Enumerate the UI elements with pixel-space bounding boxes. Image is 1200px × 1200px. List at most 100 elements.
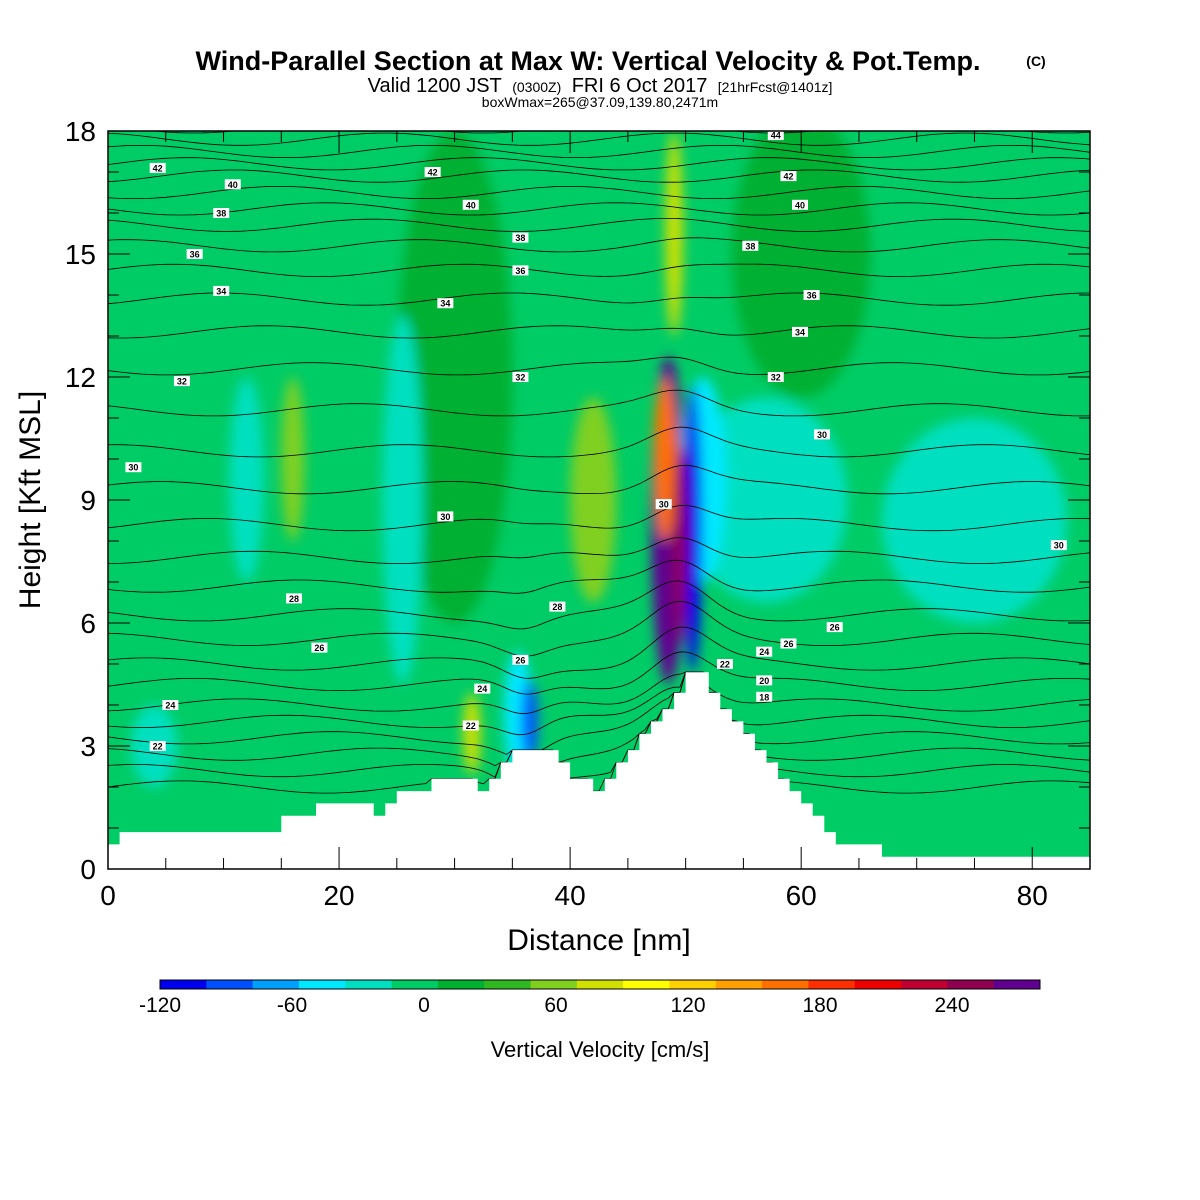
isentrope-label-bg: [780, 638, 797, 649]
isentrope-label-bg: [1050, 540, 1067, 551]
isentrope-label-bg: [512, 654, 529, 665]
isentrope-label: 22: [462, 720, 479, 731]
isentrope-label-text: 18: [759, 692, 769, 702]
isentrope-label: 38: [742, 240, 759, 251]
colorbar-label: 240: [934, 994, 969, 1017]
velocity-blob: [396, 131, 513, 623]
isentrope-label: 24: [162, 700, 179, 711]
velocity-blob: [570, 397, 617, 603]
isentrope-label-bg: [792, 326, 809, 337]
colorbar-swatch: [669, 980, 717, 989]
isentrope-label: 26: [780, 638, 797, 649]
isentrope-label-text: 38: [515, 233, 525, 243]
isentrope-label-bg: [655, 499, 672, 510]
isentrope-label-text: 34: [440, 299, 450, 309]
isentrope-label-bg: [286, 593, 303, 604]
isentrope-label: 24: [756, 646, 773, 657]
y-tick-labels: 0 3 6 9 12 15 18: [65, 116, 96, 885]
colorbar-swatch: [762, 980, 809, 989]
isentrope-label-text: 40: [228, 180, 238, 190]
isentrope-label: 30: [125, 462, 142, 473]
isentrope-line: [108, 671, 1090, 715]
isentrope-label: 30: [1050, 540, 1067, 551]
isentrope-line: [108, 389, 1090, 417]
colorbar-label: 180: [802, 994, 837, 1017]
isentrope-label-text: 30: [1054, 541, 1064, 551]
isentrope-label: 26: [311, 642, 328, 653]
colorbar-swatch: [345, 980, 393, 989]
isentrope-label-bg: [756, 646, 773, 657]
colorbar-swatch: [854, 980, 902, 989]
isentrope-label-bg: [780, 171, 797, 182]
isentrope-label: 36: [512, 265, 529, 276]
isentrope-line: [108, 237, 1090, 253]
isentrope-label-text: 22: [720, 660, 730, 670]
isentrope-label: 26: [512, 654, 529, 665]
isentrope-label: 20: [756, 675, 773, 686]
isentrope-label: 28: [549, 601, 566, 612]
isentrope-labels: 42 40 38 36 34 32 30 28 26 24 22 42 40 38 36 34 32 30 28 26…: [125, 130, 1067, 752]
isentrope-label-bg: [512, 232, 529, 243]
isentrope-label-bg: [213, 208, 230, 218]
isentrope-label-text: 28: [289, 594, 299, 604]
colorbar-swatch: [206, 980, 254, 989]
isentrope-line: [108, 671, 1090, 767]
isentrope-label: 34: [792, 326, 809, 337]
isentrope-label-text: 22: [153, 742, 163, 752]
isentrope-label-text: 34: [795, 327, 805, 337]
isentrope-label-bg: [424, 167, 441, 177]
isentrope-line: [108, 559, 1090, 594]
isentrope-line: [108, 169, 1090, 183]
isentrope-label-bg: [474, 683, 491, 694]
plot-area: 42 40 38 36 34 32 30 28 26 24 22 42 40 38 36 34 32 30 28 26…: [107, 130, 1091, 870]
colorbar-swatch: [901, 980, 948, 989]
isentrope-label-bg: [462, 720, 479, 731]
isentrope-label-text: 42: [428, 168, 438, 178]
isentrope-label: 40: [792, 199, 809, 210]
isentrope-label: 42: [780, 171, 797, 182]
y-tick-label: 12: [65, 362, 96, 393]
isentrope-line: [108, 157, 1090, 171]
isentrope-label: 26: [826, 622, 843, 633]
isentrope-label-text: 36: [190, 250, 200, 260]
isentrope-label-text: 34: [216, 286, 226, 296]
x-tick-label: 80: [1017, 880, 1048, 911]
colorbar-labels: -120 -60 0 60 120 180 240: [139, 994, 970, 1017]
y-axis-title: Height [Kft MSL]: [14, 391, 47, 609]
isentrope-label-bg: [756, 675, 773, 686]
isentrope-label-text: 36: [515, 266, 525, 276]
isentrope-label: 40: [224, 179, 241, 190]
isentrope-label: 24: [474, 683, 491, 694]
colorbar-label: 0: [418, 994, 430, 1017]
isentrope-label: 42: [149, 162, 166, 173]
copyright-mark: (C): [1026, 53, 1045, 69]
isentrope-label-bg: [767, 372, 784, 382]
colorbar: [159, 979, 1041, 990]
isentrope-label: 34: [437, 298, 454, 309]
isentrope-label-bg: [224, 179, 241, 190]
isentrope-label: 18: [756, 691, 773, 702]
chart-title: Wind-Parallel Section at Max W: Vertical…: [196, 46, 981, 76]
isentrope-line: [108, 145, 1090, 158]
isentrope-label: 32: [512, 372, 529, 383]
isentrope-line: [108, 464, 1090, 495]
isentrope-label-bg: [549, 601, 566, 612]
isentrope-line: [108, 186, 1090, 199]
isentrope-label: 28: [286, 593, 303, 604]
velocity-blob: [665, 131, 683, 336]
isentrope-line: [108, 263, 1090, 277]
velocity-blob: [653, 377, 677, 541]
colorbar-swatch: [993, 980, 1041, 989]
velocity-blob: [463, 692, 481, 775]
colorbar-label: -60: [277, 994, 307, 1017]
isentrope-label: 22: [149, 741, 166, 752]
isentrope-label-bg: [512, 372, 529, 382]
isentrope-line: [108, 292, 1090, 306]
velocity-blob: [229, 377, 264, 582]
isentrope-label: 32: [173, 376, 190, 387]
isentrope-label-text: 42: [153, 163, 163, 173]
colorbar-swatch: [576, 980, 624, 989]
colorbar-swatch: [437, 980, 485, 989]
isentrope-label-text: 24: [165, 701, 175, 711]
